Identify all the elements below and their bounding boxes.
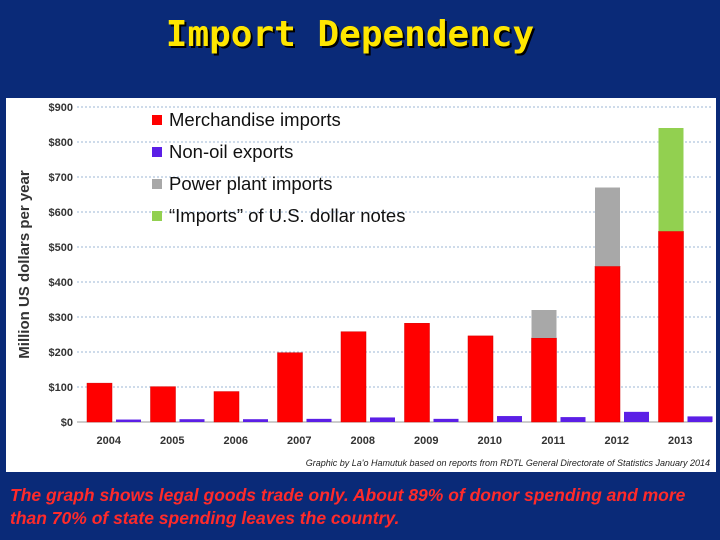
x-tick-label: 2006 [224,435,248,447]
bar [433,418,459,422]
legend-label: “Imports” of U.S. dollar notes [169,205,405,226]
bar [531,310,557,338]
bar [531,337,557,423]
bar [497,416,522,422]
bar [467,335,494,423]
bar [213,391,240,423]
title-band [0,0,720,98]
slide-title: Import Dependency [165,14,535,55]
slide-caption: The graph shows legal goods trade only. … [10,485,686,528]
legend-swatch [152,115,162,125]
legend-swatch [152,179,162,189]
bar [179,419,205,422]
legend-label: Power plant imports [169,173,332,194]
bar [594,266,621,423]
bar [560,417,586,422]
source-note: Graphic by La'o Hamutuk based on reports… [306,458,710,468]
legend-swatch [152,147,162,157]
x-tick-label: 2012 [605,435,629,447]
y-tick-label: $600 [49,207,73,219]
bar [595,187,620,267]
bar [658,128,684,232]
legend-swatch [152,211,162,221]
bar [116,419,141,422]
bar-chart: $0 $100 $200 $300 $400 $500 $600 $700 $800 $900 Mi… [16,102,713,468]
y-tick-label: $300 [49,312,73,324]
y-axis-title: Million US dollars per year [16,170,33,359]
y-tick-label: $500 [49,242,73,254]
y-tick-label: $800 [49,137,73,149]
x-tick-label: 2007 [287,435,311,447]
legend-label: Non-oil exports [169,141,293,162]
y-tick-label: $400 [49,277,73,289]
x-tick-label: 2009 [414,435,438,447]
bar [243,419,268,422]
bar [340,331,367,423]
y-tick-label: $700 [49,172,73,184]
x-tick-label: 2005 [160,435,184,447]
y-tick-label: $200 [49,347,73,359]
chart-panel: $0 $100 $200 $300 $400 $500 $600 $700 $800 $900 Mi… [6,98,716,472]
x-tick-label: 2011 [541,435,565,447]
x-tick-label: 2004 [97,435,122,447]
y-tick-label: $900 [49,102,73,114]
bar [687,416,713,422]
bar [658,231,684,423]
bar [306,418,332,422]
y-tick-label: $100 [49,382,73,394]
y-tick-label: $0 [61,417,73,429]
x-tick-label: 2010 [478,435,502,447]
legend-label: Merchandise imports [169,109,341,130]
bar [150,386,176,423]
bar [277,352,303,423]
bar [404,323,430,423]
bar [86,382,113,423]
x-tick-label: 2008 [351,435,375,447]
x-tick-label: 2013 [668,435,692,447]
bar [624,411,649,422]
bar [370,417,395,422]
